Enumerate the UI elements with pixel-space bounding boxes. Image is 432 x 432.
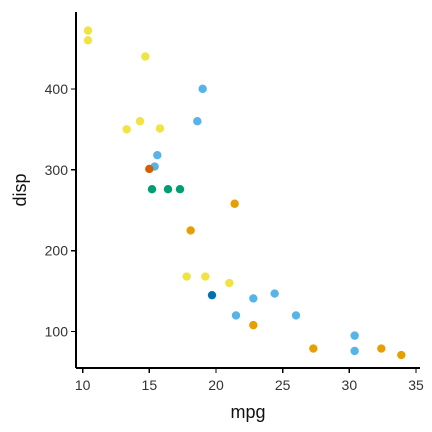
data-point-5-3 — [249, 320, 258, 330]
y-tick-label: 400 — [45, 81, 69, 97]
data-point-1-2 — [83, 36, 93, 45]
data-point-2-5 — [249, 294, 258, 303]
y-tick-label: 200 — [45, 243, 69, 259]
data-point-4-1 — [147, 184, 157, 194]
data-point-5-1 — [230, 199, 239, 208]
data-point-5-2 — [186, 226, 195, 235]
x-tick-label: 20 — [208, 377, 224, 393]
data-point-1-3 — [141, 52, 150, 61]
data-point-2-9 — [350, 331, 359, 340]
y-tick-label: 100 — [45, 324, 69, 340]
data-point-2-10 — [350, 346, 359, 356]
data-point-1-7 — [182, 272, 191, 281]
y-axis-ticks: 100 200 300 400 — [45, 81, 76, 340]
data-point-1-4 — [122, 125, 131, 134]
data-point-5-4 — [309, 344, 318, 353]
x-axis-ticks: 10 15 20 25 30 35 — [75, 368, 424, 393]
data-point-1-9 — [225, 278, 234, 288]
data-point-2-3 — [153, 151, 162, 160]
data-point-1-6 — [155, 124, 165, 133]
y-axis-title: disp — [10, 173, 30, 206]
data-point-1-5 — [135, 117, 145, 126]
x-tick-label: 25 — [275, 377, 291, 393]
data-point-4-2 — [163, 184, 173, 194]
x-tick-label: 15 — [142, 377, 158, 393]
data-point-6-1 — [207, 290, 217, 300]
data-point-5-5 — [377, 344, 386, 353]
x-axis-title: mpg — [230, 402, 265, 422]
data-point-2-1 — [198, 84, 207, 94]
x-tick-label: 35 — [408, 377, 424, 393]
data-point-1-1 — [83, 26, 93, 35]
data-point-1-8 — [201, 272, 210, 281]
data-point-3-1 — [145, 164, 154, 174]
data-point-4-3 — [175, 184, 185, 194]
x-tick-label: 30 — [342, 377, 358, 393]
data-point-2-7 — [231, 311, 241, 320]
data-point-2-8 — [291, 311, 301, 320]
data-point-2-2 — [193, 117, 202, 126]
data-point-5-6 — [397, 350, 406, 360]
data-point-2-6 — [270, 289, 279, 298]
x-tick-label: 10 — [75, 377, 91, 393]
y-tick-label: 300 — [45, 162, 69, 178]
points-layer — [83, 26, 406, 360]
